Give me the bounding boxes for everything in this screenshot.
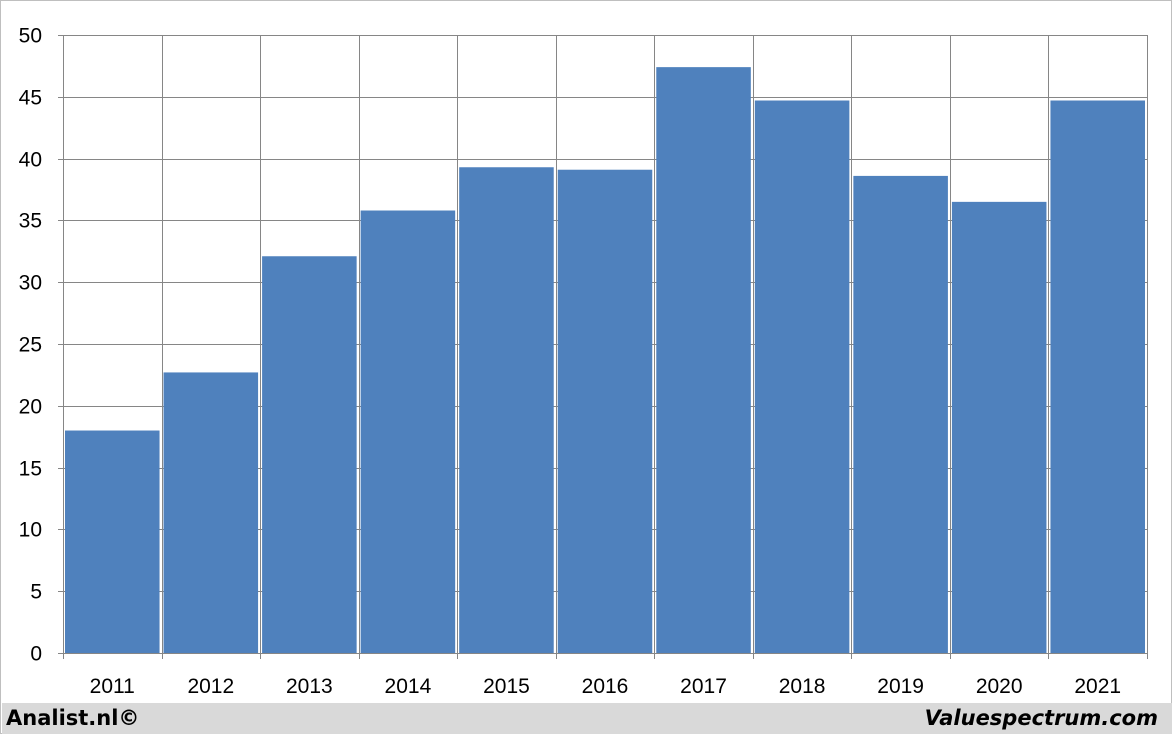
x-tick-label: 2013 [286,675,333,698]
x-tick-labels: 2011 2012 2013 2014 2015 2016 2017 2018 2019 2020… [90,675,1121,698]
y-tick-labels: 0 5 10 15 20 25 30 35 40 45 50 [19,25,42,666]
x-tick-label: 2020 [976,675,1023,698]
y-tick-label: 45 [19,87,42,110]
y-tick-label: 35 [19,210,42,233]
bar-2013 [262,256,357,653]
bar-2014 [360,210,456,653]
y-tick-label: 20 [19,396,42,419]
x-tick-label: 2015 [483,675,530,698]
x-tick-label: 2011 [90,675,135,698]
x-tick-label: 2019 [877,675,924,698]
bar-2015 [459,167,554,653]
y-tick-label: 5 [30,581,42,604]
axis-layer [58,35,1147,654]
bar-2017 [656,67,751,654]
bar-2021 [1050,100,1145,654]
x-tick-label: 2018 [779,675,826,698]
x-tick-label: 2017 [680,675,727,698]
y-tick-label: 50 [19,25,42,48]
x-tick-label: 2012 [187,675,234,698]
bars-layer [65,67,1145,654]
y-tick-label: 0 [30,643,42,666]
footer-source-label: Analist.nl© [6,706,140,730]
bar-2019 [853,175,948,654]
y-tick-label: 30 [19,272,42,295]
bar-2016 [557,169,653,653]
x-tick-label: 2016 [582,675,629,698]
x-tick-label: 2014 [385,675,432,698]
bar-2018 [754,100,850,654]
bar-2012 [163,372,259,653]
x-tick-label: 2021 [1074,675,1121,698]
y-tick-label: 10 [19,519,42,542]
y-tick-label: 40 [19,149,42,172]
footer-site-label: Valuespectrum.com [924,706,1158,730]
y-tick-label: 15 [19,458,42,481]
bar-2011 [65,430,160,653]
footer-bar: Analist.nl© Valuespectrum.com [2,703,1172,734]
y-tick-label: 25 [19,334,42,357]
bar-2020 [951,201,1047,654]
